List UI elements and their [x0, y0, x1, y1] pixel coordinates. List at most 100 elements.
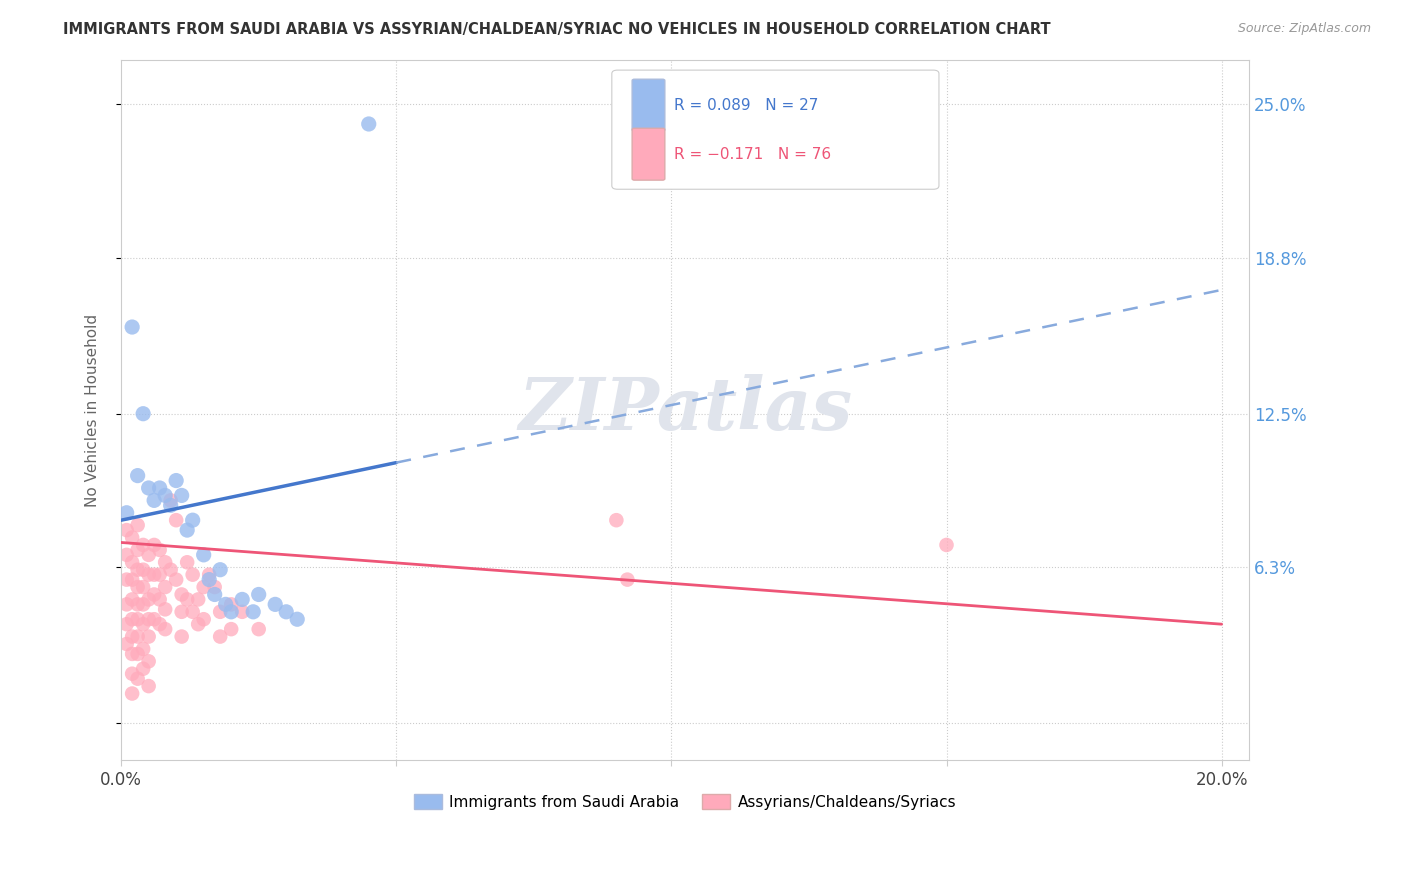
- Point: [143, 538, 166, 552]
- Point: [143, 493, 166, 508]
- Point: [176, 523, 198, 537]
- Point: [143, 567, 166, 582]
- Point: [231, 605, 253, 619]
- Text: IMMIGRANTS FROM SAUDI ARABIA VS ASSYRIAN/CHALDEAN/SYRIAC NO VEHICLES IN HOUSEHOL: IMMIGRANTS FROM SAUDI ARABIA VS ASSYRIAN…: [63, 22, 1050, 37]
- Point: [165, 474, 187, 488]
- Point: [115, 523, 138, 537]
- Point: [204, 580, 226, 594]
- Point: [247, 587, 270, 601]
- Point: [242, 605, 264, 619]
- Point: [121, 630, 143, 644]
- Point: [138, 481, 160, 495]
- Point: [132, 563, 155, 577]
- Point: [127, 630, 149, 644]
- Point: [115, 637, 138, 651]
- FancyBboxPatch shape: [633, 79, 665, 131]
- Point: [138, 654, 160, 668]
- Point: [215, 598, 238, 612]
- Point: [153, 622, 176, 636]
- Point: [115, 598, 138, 612]
- Point: [127, 647, 149, 661]
- Point: [121, 612, 143, 626]
- Point: [149, 567, 172, 582]
- Text: ZIPatlas: ZIPatlas: [517, 375, 852, 445]
- Point: [935, 538, 957, 552]
- Point: [357, 117, 380, 131]
- FancyBboxPatch shape: [612, 70, 939, 189]
- Point: [149, 481, 172, 495]
- Point: [176, 555, 198, 569]
- Point: [153, 555, 176, 569]
- Point: [187, 592, 209, 607]
- Point: [121, 531, 143, 545]
- Point: [231, 592, 253, 607]
- Point: [127, 598, 149, 612]
- Point: [138, 567, 160, 582]
- Point: [121, 686, 143, 700]
- Point: [285, 612, 308, 626]
- Point: [121, 555, 143, 569]
- Point: [115, 573, 138, 587]
- Point: [159, 493, 181, 508]
- Point: [181, 567, 204, 582]
- Point: [219, 598, 242, 612]
- Point: [209, 630, 232, 644]
- Point: [127, 518, 149, 533]
- Point: [159, 563, 181, 577]
- Point: [170, 630, 193, 644]
- Point: [121, 320, 143, 334]
- Point: [115, 617, 138, 632]
- Point: [127, 563, 149, 577]
- Point: [132, 538, 155, 552]
- Point: [121, 666, 143, 681]
- Point: [138, 592, 160, 607]
- Point: [121, 573, 143, 587]
- Point: [247, 622, 270, 636]
- Point: [138, 630, 160, 644]
- Point: [198, 573, 221, 587]
- Point: [149, 592, 172, 607]
- Point: [138, 548, 160, 562]
- Point: [132, 662, 155, 676]
- Point: [132, 617, 155, 632]
- Point: [143, 612, 166, 626]
- Text: R = −0.171   N = 76: R = −0.171 N = 76: [673, 146, 831, 161]
- Point: [127, 612, 149, 626]
- Point: [121, 592, 143, 607]
- Point: [127, 672, 149, 686]
- Point: [193, 548, 215, 562]
- Point: [219, 605, 242, 619]
- Point: [181, 513, 204, 527]
- Point: [127, 542, 149, 557]
- Point: [138, 679, 160, 693]
- Point: [170, 605, 193, 619]
- Point: [149, 542, 172, 557]
- Point: [115, 506, 138, 520]
- Point: [198, 567, 221, 582]
- Point: [121, 647, 143, 661]
- Point: [181, 605, 204, 619]
- Point: [264, 598, 287, 612]
- Point: [115, 548, 138, 562]
- Text: R = 0.089   N = 27: R = 0.089 N = 27: [673, 97, 818, 112]
- Point: [132, 598, 155, 612]
- Text: Source: ZipAtlas.com: Source: ZipAtlas.com: [1237, 22, 1371, 36]
- Point: [153, 580, 176, 594]
- Point: [153, 602, 176, 616]
- Point: [187, 617, 209, 632]
- Point: [165, 513, 187, 527]
- Point: [193, 580, 215, 594]
- FancyBboxPatch shape: [633, 128, 665, 180]
- Point: [170, 488, 193, 502]
- Point: [204, 587, 226, 601]
- Point: [165, 573, 187, 587]
- Point: [276, 605, 298, 619]
- Point: [132, 642, 155, 657]
- Point: [219, 622, 242, 636]
- Point: [153, 488, 176, 502]
- Point: [149, 617, 172, 632]
- Point: [193, 612, 215, 626]
- Point: [209, 605, 232, 619]
- Y-axis label: No Vehicles in Household: No Vehicles in Household: [86, 313, 100, 507]
- Point: [616, 573, 638, 587]
